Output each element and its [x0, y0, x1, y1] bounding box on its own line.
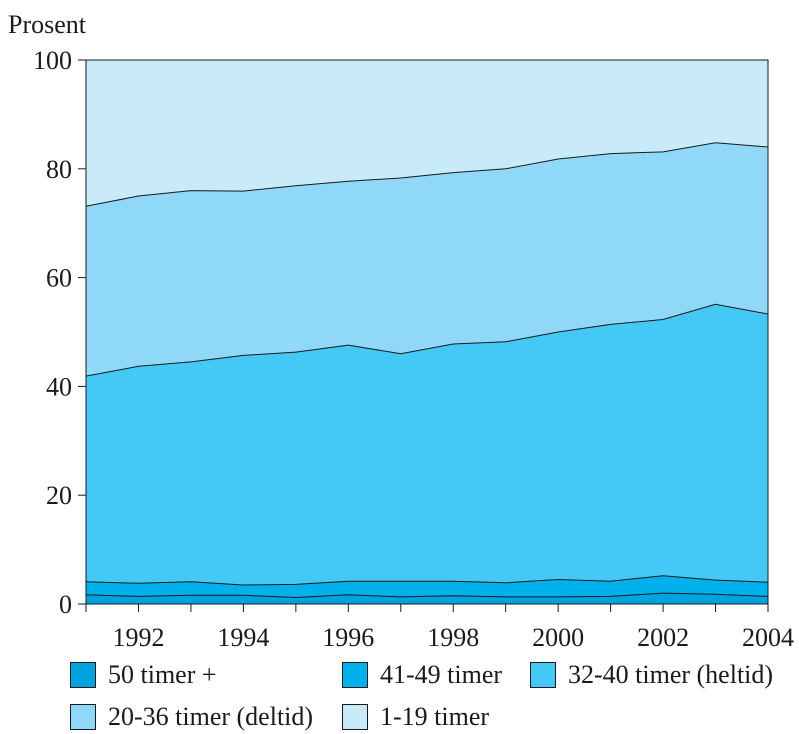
area-50-timer [86, 593, 768, 604]
legend-label: 20-36 timer (deltid) [108, 702, 314, 731]
legend-swatch [70, 704, 96, 730]
x-tick-label: 2000 [532, 623, 584, 650]
boundary-line-50-timer [85, 592, 769, 599]
y-axis: 0 20 40 60 80 100 [33, 46, 86, 619]
y-tick-label: 80 [46, 155, 72, 184]
x-tick-label: 1996 [322, 623, 374, 650]
y-tick-label: 20 [46, 481, 72, 510]
x-tick-label: 1998 [427, 623, 479, 650]
x-tick-label: 2002 [637, 623, 689, 650]
x-tick-label: 2004 [742, 623, 794, 650]
legend-swatch [342, 704, 368, 730]
legend-swatch [342, 662, 368, 688]
legend-item-32-40-timer: 32-40 timer (heltid) [530, 658, 773, 692]
plot-frame [85, 59, 769, 605]
y-tick-label: 0 [59, 590, 72, 619]
boundary-line-20-36-timer-deltid [85, 142, 769, 207]
y-tick-label: 40 [46, 372, 72, 401]
legend-swatch [530, 662, 556, 688]
x-tick-label: 1992 [112, 623, 164, 650]
legend-label: 1-19 timer [380, 702, 490, 731]
areas-layer [86, 60, 768, 604]
legend-item-20-36-timer: 20-36 timer (deltid) [70, 700, 313, 734]
y-tick-label: 60 [46, 264, 72, 293]
legend-label: 41-49 timer [380, 660, 503, 689]
legend-swatch [70, 662, 96, 688]
legend-item-41-49-timer: 41-49 timer [342, 658, 502, 692]
legend: 50 timer + 41-49 timer 32-40 timer (helt… [0, 650, 799, 732]
boundary-lines-layer [85, 142, 769, 599]
legend-item-50-timer: 50 timer + [70, 658, 217, 692]
x-tick-label: 1994 [217, 623, 269, 650]
legend-label: 32-40 timer (heltid) [568, 660, 774, 689]
boundary-line-41-49-timer [85, 575, 769, 586]
area-20-36-timer-deltid [86, 142, 768, 377]
area-1-19-timer [86, 60, 768, 207]
area-32-40-timer-heltid [86, 304, 768, 585]
stacked-area-chart: Prosent 0 20 40 60 80 100 1992 1994 1996 1998 200… [8, 10, 794, 650]
legend-item-1-19-timer: 1-19 timer [342, 700, 489, 734]
boundary-line-32-40-timer-heltid [85, 303, 769, 377]
x-axis: 1992 1994 1996 1998 2000 2002 2004 [85, 604, 794, 650]
y-tick-label: 100 [33, 46, 72, 75]
legend-label: 50 timer + [108, 660, 217, 689]
y-axis-unit-label: Prosent [8, 10, 87, 39]
